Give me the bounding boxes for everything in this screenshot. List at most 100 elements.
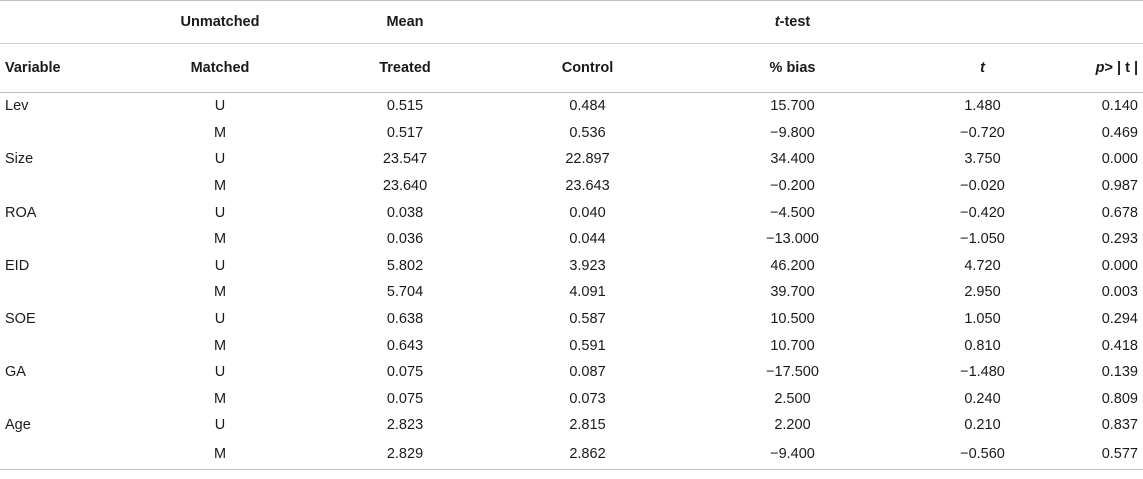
cell-bias: 15.700 <box>770 98 815 115</box>
cell-p: 0.418 <box>1101 337 1138 354</box>
header-p-suffix: > | t | <box>1104 60 1139 76</box>
header-t: t <box>900 43 1065 93</box>
cell-treated: 23.547 <box>382 151 428 168</box>
cell-treated: 2.829 <box>320 438 490 470</box>
cell-bias: −9.400 <box>685 438 900 470</box>
cell-sample: U <box>214 417 226 434</box>
header-bias: % bias <box>685 43 900 93</box>
cell-sample: U <box>214 151 226 168</box>
header-treated: Treated <box>320 43 490 93</box>
cell-bias: 39.700 <box>770 284 815 301</box>
table-row: GA U 0.075 0.087 −17.500 −1.480 0.139 <box>0 359 1143 386</box>
table-row: Lev U 0.515 0.484 15.700 1.480 0.140 <box>0 93 1143 120</box>
cell-treated: 0.638 <box>386 311 424 328</box>
cell-control: 2.815 <box>569 417 606 434</box>
cell-control: 23.643 <box>565 178 610 195</box>
cell-variable: EID <box>5 257 30 274</box>
cell-treated: 0.075 <box>386 364 424 381</box>
cell-treated: 0.643 <box>386 337 424 354</box>
cell-variable <box>0 438 120 470</box>
cell-sample: M <box>213 390 227 407</box>
cell-t: −1.050 <box>960 231 1005 248</box>
header-empty <box>0 0 120 44</box>
cell-control: 0.587 <box>569 311 606 328</box>
table-row: M 0.643 0.591 10.700 0.810 0.418 <box>0 332 1143 359</box>
cell-variable: Age <box>5 417 31 434</box>
cell-sample: U <box>214 98 226 115</box>
cell-treated: 0.075 <box>386 390 424 407</box>
cell-t: −0.020 <box>960 178 1005 195</box>
cell-p: 0.003 <box>1101 284 1138 301</box>
table-row: M 0.517 0.536 −9.800 −0.720 0.469 <box>0 120 1143 147</box>
cell-sample: U <box>214 364 226 381</box>
cell-bias: −13.000 <box>766 231 819 248</box>
table-row: M 23.640 23.643 −0.200 −0.020 0.987 <box>0 173 1143 200</box>
table-row: ROA U 0.038 0.040 −4.500 −0.420 0.678 <box>0 199 1143 226</box>
cell-variable: ROA <box>5 204 37 221</box>
table-row: SOE U 0.638 0.587 10.500 1.050 0.294 <box>0 306 1143 333</box>
cell-variable: SOE <box>5 311 36 328</box>
cell-treated: 2.823 <box>386 417 424 434</box>
cell-sample: U <box>214 204 226 221</box>
cell-p: 0.293 <box>1101 231 1138 248</box>
header-control: Control <box>490 43 685 93</box>
cell-control: 0.536 <box>569 124 606 141</box>
cell-p: 0.140 <box>1101 98 1138 115</box>
header-variable: Variable <box>0 43 120 93</box>
cell-sample: M <box>213 231 227 248</box>
header-p-prefix: p <box>1095 60 1105 76</box>
cell-p: 0.139 <box>1101 364 1138 381</box>
cell-variable <box>0 386 120 413</box>
cell-sample: M <box>120 438 320 470</box>
cell-bias: 2.200 <box>774 417 811 434</box>
cell-treated: 0.036 <box>386 231 424 248</box>
cell-bias: −4.500 <box>770 204 815 221</box>
cell-t: 3.750 <box>964 151 1001 168</box>
cell-control: 0.087 <box>569 364 606 381</box>
cell-bias: −9.800 <box>770 124 815 141</box>
cell-t: 2.950 <box>964 284 1001 301</box>
cell-p: 0.294 <box>1101 311 1138 328</box>
cell-variable <box>0 120 120 147</box>
table-body: Lev U 0.515 0.484 15.700 1.480 0.140 M 0.517 0.53… <box>0 93 1143 470</box>
header-row-bottom: Variable Matched Treated Control % bias … <box>0 43 1143 93</box>
cell-sample: M <box>213 178 227 195</box>
cell-control: 2.862 <box>490 438 685 470</box>
cell-t: −1.480 <box>960 364 1005 381</box>
cell-t: 0.210 <box>964 417 1001 434</box>
table-row: M 5.704 4.091 39.700 2.950 0.003 <box>0 279 1143 306</box>
cell-control: 3.923 <box>569 257 606 274</box>
cell-sample: M <box>213 337 227 354</box>
cell-bias: −17.500 <box>766 364 819 381</box>
cell-control: 0.484 <box>569 98 606 115</box>
cell-t: −0.420 <box>960 204 1005 221</box>
cell-control: 0.591 <box>569 337 606 354</box>
header-ttest-rest: -test <box>779 14 811 30</box>
cell-bias: 10.700 <box>770 337 815 354</box>
header-p: p> | t | <box>1065 43 1143 93</box>
cell-treated: 0.038 <box>386 204 424 221</box>
cell-bias: 2.500 <box>774 390 811 407</box>
cell-variable: GA <box>5 364 26 381</box>
header-ttest: t-test <box>685 0 900 44</box>
cell-p: 0.678 <box>1101 204 1138 221</box>
cell-treated: 5.802 <box>386 257 424 274</box>
cell-bias: 34.400 <box>770 151 815 168</box>
cell-treated: 5.704 <box>386 284 424 301</box>
cell-variable <box>0 226 120 253</box>
table-row: Size U 23.547 22.897 34.400 3.750 0.000 <box>0 146 1143 173</box>
header-unmatched: Unmatched <box>120 0 320 44</box>
cell-control: 0.073 <box>569 390 606 407</box>
cell-t: 1.480 <box>964 98 1001 115</box>
cell-p: 0.469 <box>1101 124 1138 141</box>
cell-t: 0.810 <box>964 337 1001 354</box>
cell-p: 0.577 <box>1065 438 1143 470</box>
cell-bias: 46.200 <box>770 257 815 274</box>
table-row: M 0.036 0.044 −13.000 −1.050 0.293 <box>0 226 1143 253</box>
cell-bias: −0.200 <box>770 178 815 195</box>
cell-sample: U <box>214 311 226 328</box>
cell-treated: 23.640 <box>382 178 428 195</box>
table-row: M 0.075 0.073 2.500 0.240 0.809 <box>0 386 1143 413</box>
